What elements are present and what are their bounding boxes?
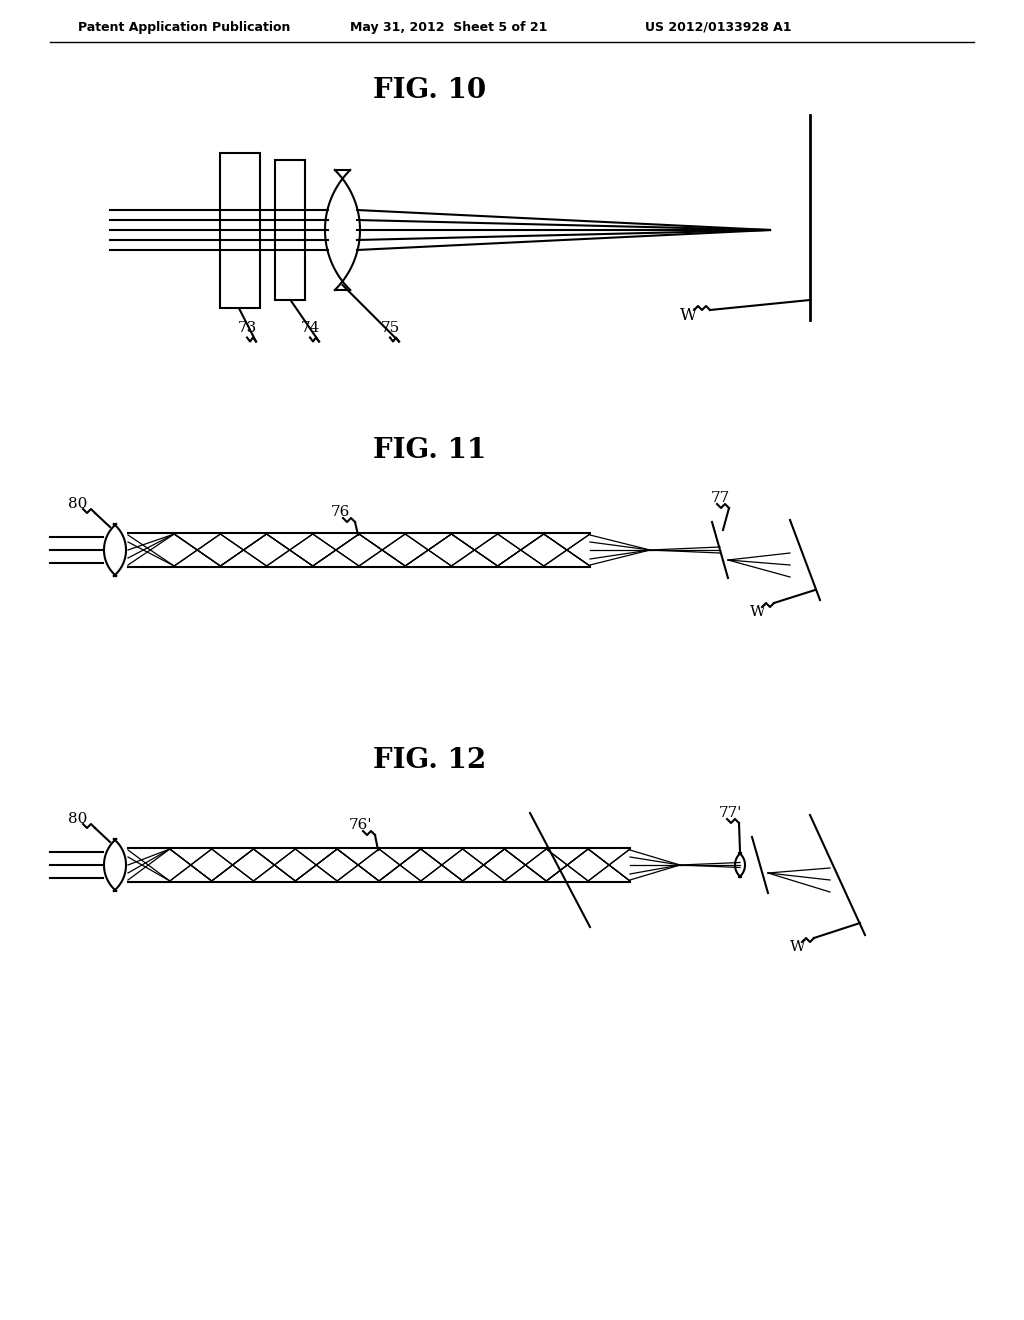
Text: FIG. 11: FIG. 11 [374,437,486,463]
Text: 77: 77 [711,491,730,506]
Text: FIG. 12: FIG. 12 [374,747,486,774]
Text: 80: 80 [69,812,88,826]
Text: 80: 80 [69,498,88,511]
Bar [275,160,305,300]
Text: 75: 75 [380,321,399,334]
Text: FIG. 10: FIG. 10 [374,77,486,103]
Text: W: W [680,306,697,323]
Text: 76: 76 [331,506,349,519]
Text: 73: 73 [238,321,257,334]
Text: 76': 76' [348,818,372,832]
Text: W: W [790,940,806,954]
Text: Patent Application Publication: Patent Application Publication [78,21,291,33]
Text: US 2012/0133928 A1: US 2012/0133928 A1 [645,21,792,33]
Text: 77': 77' [718,807,741,820]
Bar [220,153,260,308]
Text: W: W [750,605,766,619]
Text: May 31, 2012  Sheet 5 of 21: May 31, 2012 Sheet 5 of 21 [350,21,548,33]
Text: 74: 74 [300,321,319,334]
